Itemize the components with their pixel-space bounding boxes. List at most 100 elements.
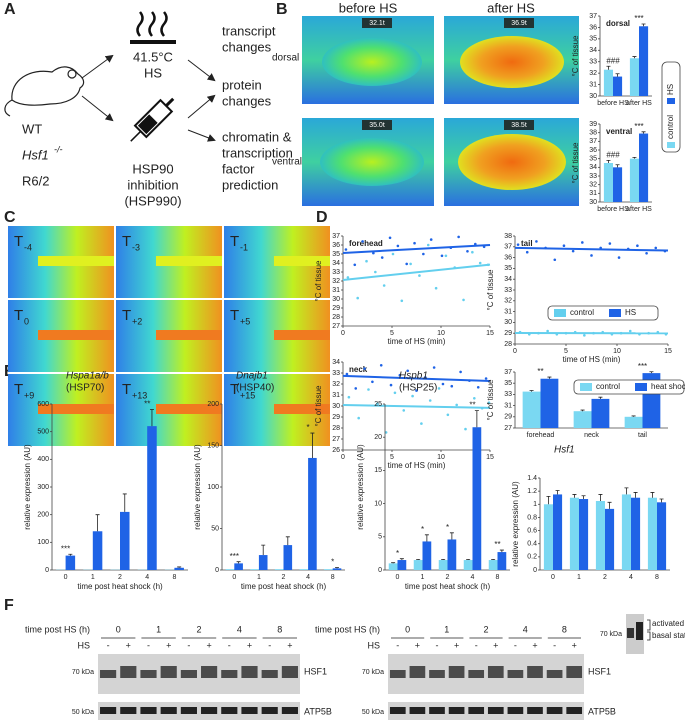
- y-tick-label: 26: [332, 447, 340, 454]
- x-tick-label: after HS: [626, 206, 652, 213]
- y-tick-label: 20: [374, 434, 382, 441]
- y-tick-label: 35: [332, 251, 340, 258]
- thermal-tail: [38, 404, 114, 414]
- band: [241, 666, 258, 678]
- axis-label: time post HS (h): [25, 624, 90, 634]
- bar: [569, 497, 579, 570]
- y-axis-label: °C of tissue: [486, 269, 495, 311]
- point: [365, 259, 368, 263]
- bar: [413, 560, 423, 570]
- marker: 70 kDa: [72, 669, 94, 676]
- error-bar: [641, 23, 646, 27]
- chart-label: neck: [349, 365, 368, 374]
- point: [434, 286, 438, 290]
- band: [566, 666, 583, 678]
- genotype: Hsf1: [22, 147, 49, 162]
- axis-label: time post HS (h): [315, 624, 380, 634]
- y-tick-label: 31: [589, 190, 597, 197]
- time-label: 1: [156, 624, 161, 634]
- x-tick-label: 10: [613, 348, 621, 355]
- bar: [595, 501, 605, 570]
- band: [201, 707, 218, 714]
- error-bar: [391, 562, 396, 564]
- y-axis-label: relative expression (AU): [356, 444, 365, 530]
- y-tick-label: 33: [332, 269, 340, 276]
- readout: 38.5t: [511, 122, 527, 129]
- error-bar: [572, 494, 577, 498]
- y-axis-label: °C of tissue: [571, 35, 580, 77]
- y-tick-label: 100: [37, 539, 49, 546]
- error-bar: [606, 65, 611, 70]
- point: [353, 263, 357, 267]
- error-bar: [424, 534, 429, 542]
- significance: **: [144, 400, 150, 409]
- readout: 35.0t: [369, 122, 385, 129]
- trend-line: [342, 263, 491, 281]
- y-tick-label: 0: [45, 567, 49, 574]
- hs-sign: -: [396, 640, 399, 650]
- outcome: factor: [222, 161, 255, 176]
- error-bar: [598, 396, 603, 399]
- trend-line: [514, 246, 669, 252]
- arrow: [187, 59, 216, 82]
- bar: [497, 552, 507, 570]
- bar: [250, 569, 259, 570]
- band: [429, 707, 445, 714]
- drug: inhibition: [127, 177, 178, 192]
- point: [406, 369, 409, 373]
- time-label: 0: [405, 624, 410, 634]
- band: [527, 707, 543, 714]
- frame-label: T: [122, 381, 131, 398]
- thermal-image: [302, 16, 579, 206]
- outcome: prediction: [222, 177, 278, 192]
- significance: *: [331, 558, 334, 567]
- point: [473, 397, 476, 400]
- y-tick-label: 33: [504, 391, 512, 398]
- error-bar: [285, 536, 290, 546]
- y-tick-label: 28: [332, 314, 340, 321]
- y-tick-label: 39: [589, 121, 597, 128]
- error-bar: [399, 558, 404, 561]
- x-tick-label: neck: [584, 432, 599, 439]
- y-tick-label: 34: [504, 276, 512, 283]
- band: [409, 707, 426, 714]
- hs-label: HS: [367, 640, 380, 650]
- y-tick-label: 38: [589, 130, 597, 137]
- error-bar: [546, 496, 551, 505]
- y-tick-label: 100: [207, 484, 219, 491]
- y-tick-label: 36: [332, 242, 340, 249]
- point: [367, 388, 370, 391]
- band: [389, 707, 406, 714]
- heat-label: HS: [144, 65, 162, 80]
- error-bar: [598, 494, 603, 501]
- x-tick-label: 0: [341, 454, 345, 461]
- y-tick-label: 32: [589, 70, 597, 77]
- point: [440, 254, 444, 258]
- thermal-tail: [156, 330, 222, 340]
- band: [281, 707, 298, 714]
- y-tick-label: 36: [589, 24, 597, 31]
- legend-swatch: [667, 142, 675, 148]
- point: [357, 416, 360, 420]
- error-bar: [606, 160, 611, 163]
- protein: ATP5B: [588, 706, 616, 716]
- band: [261, 707, 278, 714]
- hs-sign: +: [247, 640, 252, 650]
- bar: [463, 560, 473, 570]
- thermal-tail: [38, 256, 114, 266]
- significance: **: [494, 540, 500, 549]
- point: [608, 242, 612, 245]
- point: [361, 240, 364, 243]
- y-tick-label: 32: [589, 182, 597, 189]
- point: [389, 383, 393, 387]
- band: [546, 707, 563, 714]
- outcome: protein: [222, 77, 262, 92]
- x-tick-label: 5: [390, 330, 394, 337]
- frame-label-sub: -1: [240, 242, 248, 252]
- panel-label: F: [4, 597, 14, 614]
- y-tick-label: 34: [332, 260, 340, 267]
- hs-sign: +: [166, 640, 171, 650]
- bar: [92, 531, 103, 570]
- error-bar: [632, 156, 637, 159]
- y-tick-label: 25: [374, 401, 382, 408]
